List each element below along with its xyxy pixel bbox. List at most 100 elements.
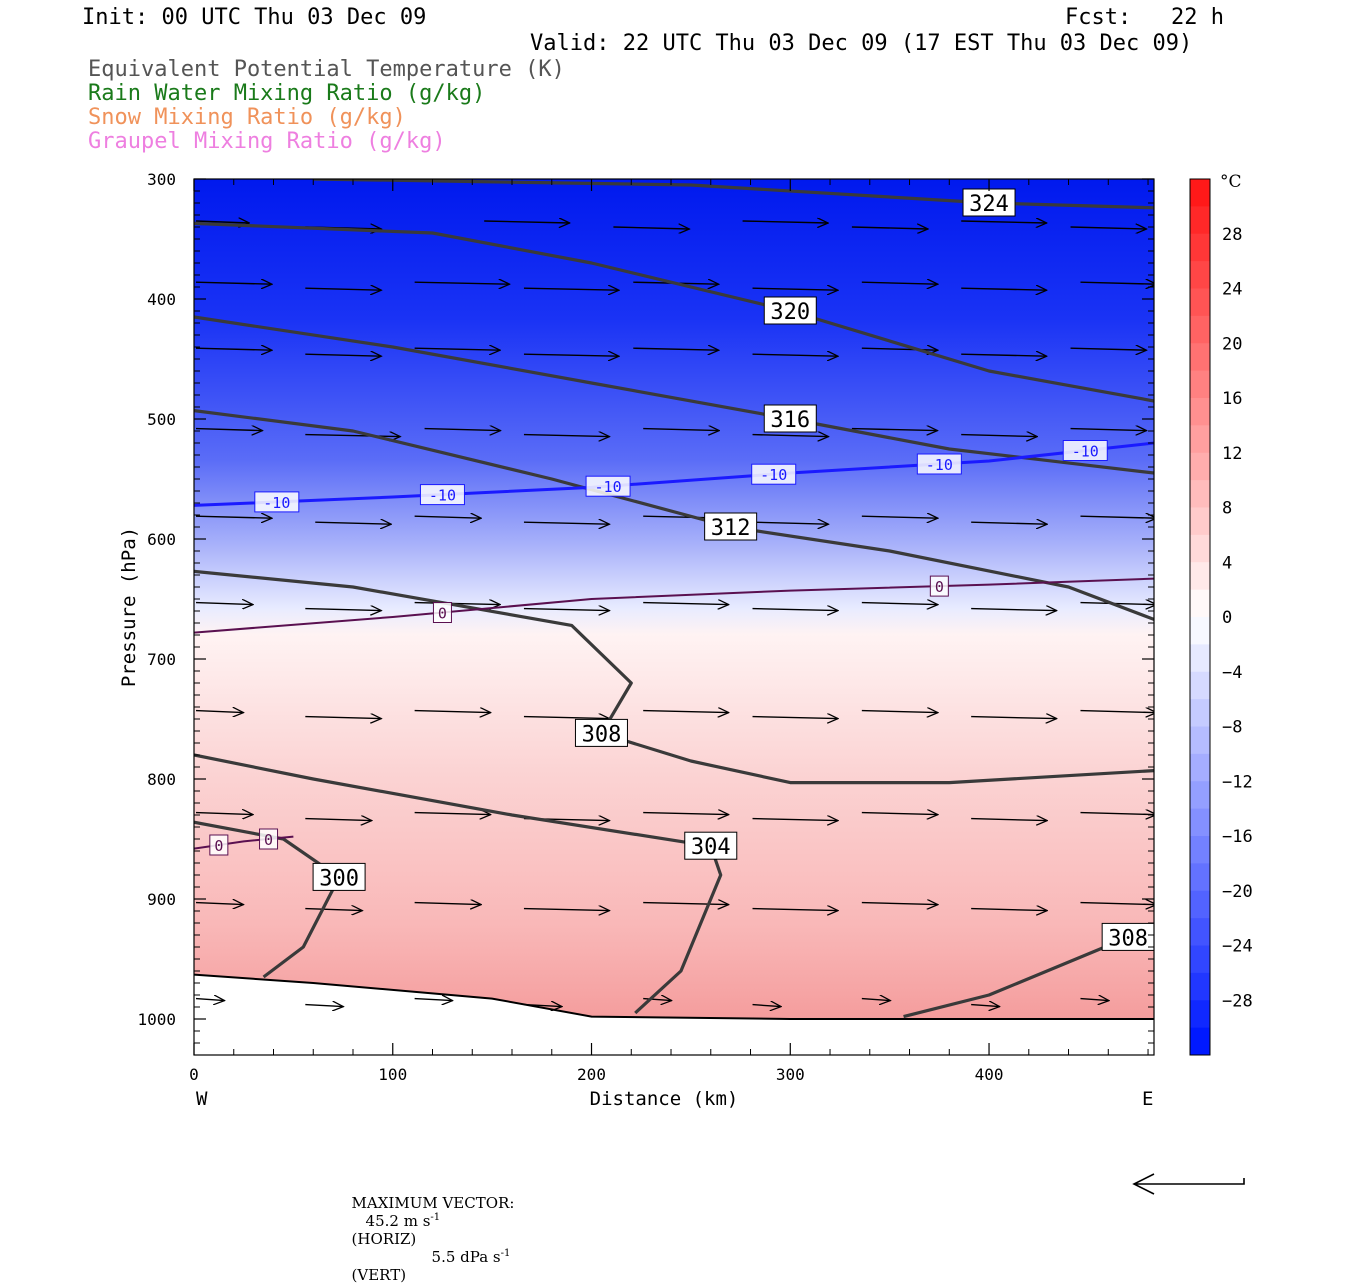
wind-vector [961, 354, 1047, 356]
wind-vector [414, 903, 482, 905]
colorbar-swatch [1190, 726, 1210, 755]
theta-e-label-box [763, 404, 817, 433]
wind-vector [1070, 227, 1147, 229]
wind-vector [305, 288, 381, 290]
wind-vector [971, 1005, 1000, 1007]
wind-vector [643, 999, 672, 1001]
wind-vector [195, 903, 244, 905]
wind-vector [523, 522, 610, 524]
theta-e-label-box [763, 296, 817, 325]
wind-vector [195, 429, 263, 431]
temperature-label-box [209, 834, 229, 856]
wind-vector [195, 999, 225, 1001]
y-tick-label: 500 [147, 410, 176, 429]
valid-time: Valid: 22 UTC Thu 03 Dec 09 (17 EST Thu … [530, 31, 1193, 56]
temperature-label-box [751, 463, 797, 485]
wind-vector [752, 819, 839, 821]
wind-vector [961, 221, 1047, 223]
wind-vector [752, 909, 839, 911]
theta-e-label-box [312, 862, 366, 891]
temperature-contour [194, 441, 1154, 507]
wind-vector [861, 348, 938, 350]
y-tick-label: 900 [147, 890, 176, 909]
wind-vector [305, 909, 362, 911]
max-vector-prefix: MAXIMUM VECTOR: [351, 1194, 515, 1212]
colorbar-tick-label: 16 [1222, 389, 1242, 409]
wind-vector [414, 348, 501, 350]
wind-vector [643, 429, 719, 431]
wind-vector [424, 429, 501, 431]
wind-vector [643, 813, 729, 815]
y-tick-label: 700 [147, 650, 176, 669]
theta-e-label: 304 [691, 835, 731, 860]
wind-vector [851, 429, 938, 431]
colorbar-swatch [1190, 315, 1210, 344]
wind-vector [1080, 603, 1154, 605]
colorbar-tick-label: −16 [1222, 827, 1253, 847]
temperature-label-box [929, 575, 949, 597]
wind-vector [752, 609, 839, 611]
wind-vector [861, 903, 938, 905]
theta-e-label: 308 [1108, 926, 1148, 951]
colorbar-swatch [1190, 562, 1210, 591]
y-tick-label: 400 [147, 290, 176, 309]
theta-e-label: 308 [582, 722, 622, 747]
wind-vector [305, 354, 381, 356]
theta-e-label-box [684, 831, 738, 860]
colorbar-swatch [1190, 179, 1210, 207]
colorbar-frame [1189, 178, 1211, 1056]
temperature-label-box [1062, 440, 1108, 461]
wind-vector [961, 435, 1037, 437]
wind-vector [523, 1005, 562, 1007]
wind-vector [1080, 813, 1154, 815]
colorbar-swatch [1190, 753, 1210, 782]
colorbar-swatch [1190, 370, 1210, 399]
colorbar-swatch [1190, 480, 1210, 508]
colorbar-swatch [1190, 507, 1210, 536]
colorbar-tick-label: −20 [1222, 882, 1253, 902]
wind-vector [752, 288, 839, 290]
colorbar-swatch [1190, 617, 1210, 645]
wind-vector [752, 1005, 782, 1007]
wind-vector [1080, 903, 1154, 905]
wind-vector [971, 522, 1047, 524]
wind-vector [1070, 429, 1147, 431]
theta-e-contour [194, 221, 1154, 403]
x-tick-label: 0 [189, 1065, 199, 1084]
wind-vector [305, 609, 381, 611]
field-label-rain: Rain Water Mixing Ratio (g/kg) [88, 81, 486, 106]
wind-vector [523, 354, 619, 356]
colorbar-tick-label: 4 [1222, 553, 1232, 573]
plot-frame [193, 178, 1155, 1056]
x-tick-label: 200 [577, 1065, 606, 1084]
wind-vector [851, 227, 928, 229]
colorbar-swatch [1190, 206, 1210, 235]
temperature-label: 0 [264, 831, 273, 849]
wind-vector [195, 603, 253, 605]
temperature-label-box [419, 484, 465, 506]
wind-vector [195, 516, 272, 518]
theta-e-label: 312 [711, 516, 751, 541]
theta-e-label-box [704, 512, 758, 541]
wind-vector [414, 282, 510, 284]
wind-vector [523, 609, 610, 611]
colorbar-tick-label: 12 [1222, 444, 1242, 464]
colorbar-swatch [1190, 972, 1210, 1001]
field-label-theta-e: Equivalent Potential Temperature (K) [88, 57, 565, 82]
wind-vector [305, 717, 381, 719]
wind-vector [971, 609, 1057, 611]
temperature-label-box [432, 602, 452, 623]
colorbar-unit: °C [1220, 172, 1242, 192]
theta-e-label-box [1101, 922, 1154, 951]
x-tick-label: 400 [975, 1065, 1004, 1084]
wind-vector [861, 282, 938, 284]
colorbar-tick-label: 0 [1222, 608, 1232, 628]
temperature-field [194, 179, 1154, 1055]
forecast-hour: Fcst: 22 h [1065, 5, 1224, 30]
colorbar-swatch [1190, 836, 1210, 864]
temperature-label: 0 [935, 578, 944, 596]
wind-vector [414, 711, 491, 713]
colorbar-tick-label: −24 [1222, 937, 1253, 957]
colorbar-tick-label: −4 [1222, 663, 1242, 683]
max-vector-arrow [1132, 1173, 1245, 1195]
